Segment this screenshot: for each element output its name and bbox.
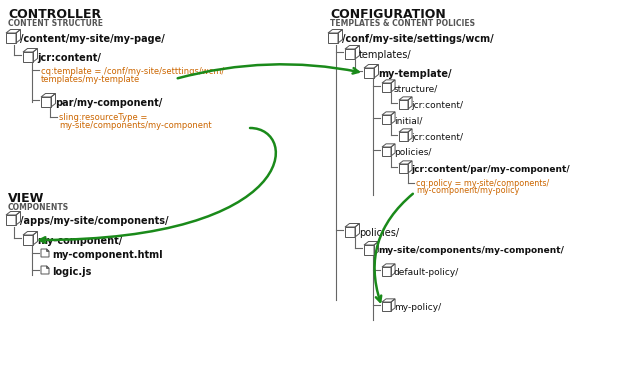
Text: COMPONENTS: COMPONENTS <box>8 203 69 212</box>
FancyArrowPatch shape <box>40 128 276 243</box>
Text: my-component.html: my-component.html <box>52 250 162 260</box>
Text: my-site/components/my-component: my-site/components/my-component <box>59 121 211 130</box>
Text: CONTENT STRUCTURE: CONTENT STRUCTURE <box>8 19 103 28</box>
Text: jcr:content/par/my-component/: jcr:content/par/my-component/ <box>411 165 570 174</box>
Text: /conf/my-site/settings/wcm/: /conf/my-site/settings/wcm/ <box>342 34 494 44</box>
Text: cq:policy = my-site/components/: cq:policy = my-site/components/ <box>416 179 549 188</box>
Text: my-template/: my-template/ <box>378 69 451 79</box>
Text: par/my-component/: par/my-component/ <box>55 98 162 108</box>
Text: jcr:content/: jcr:content/ <box>37 53 101 63</box>
Text: my-component/: my-component/ <box>37 236 122 246</box>
Text: jcr:content/: jcr:content/ <box>411 101 463 110</box>
Text: CONFIGURATION: CONFIGURATION <box>330 8 446 21</box>
Text: cq:template = /conf/my-site/setttings/wcm/: cq:template = /conf/my-site/setttings/wc… <box>41 67 224 76</box>
Text: my-component/my-policy: my-component/my-policy <box>416 186 520 195</box>
Text: structure/: structure/ <box>394 84 438 93</box>
Text: my-policy/: my-policy/ <box>394 303 441 312</box>
Text: policies/: policies/ <box>359 228 399 238</box>
Text: templates/: templates/ <box>359 50 412 60</box>
Text: CONTROLLER: CONTROLLER <box>8 8 101 21</box>
Text: initial/: initial/ <box>394 116 422 125</box>
Text: logic.js: logic.js <box>52 267 91 277</box>
Text: default-policy/: default-policy/ <box>394 268 459 277</box>
Text: templates/my-template: templates/my-template <box>41 75 140 84</box>
Text: TEMPLATES & CONTENT POLICIES: TEMPLATES & CONTENT POLICIES <box>330 19 475 28</box>
Text: /apps/my-site/components/: /apps/my-site/components/ <box>20 216 169 226</box>
Text: sling:resourceType =: sling:resourceType = <box>59 113 148 122</box>
Text: VIEW: VIEW <box>8 192 45 205</box>
Text: my-site/components/my-component/: my-site/components/my-component/ <box>378 246 564 255</box>
Text: jcr:content/: jcr:content/ <box>411 133 463 142</box>
Text: /content/my-site/my-page/: /content/my-site/my-page/ <box>20 34 165 44</box>
Text: policies/: policies/ <box>394 148 432 157</box>
